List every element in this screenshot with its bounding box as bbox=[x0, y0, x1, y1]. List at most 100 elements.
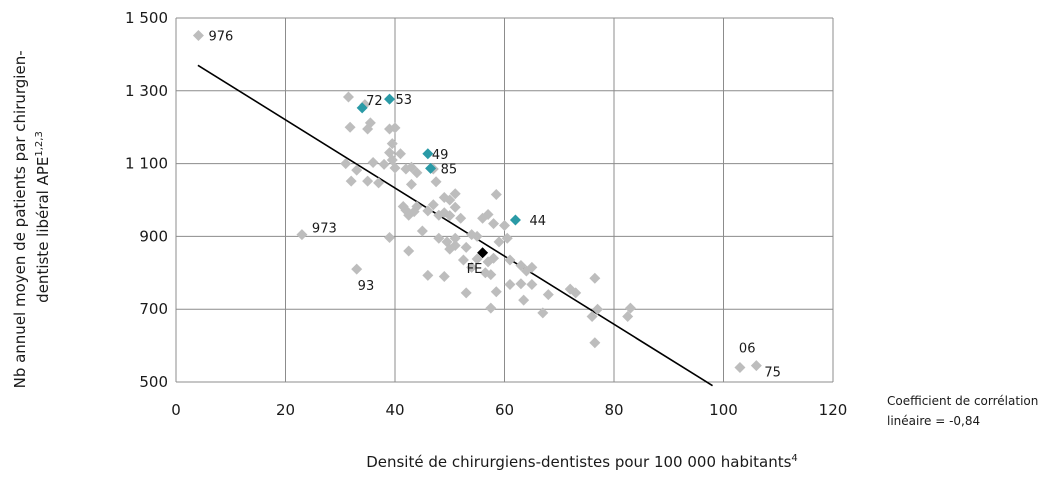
data-point-75 bbox=[750, 360, 762, 372]
data-point bbox=[570, 287, 582, 299]
data-point bbox=[488, 218, 500, 230]
data-point bbox=[518, 294, 530, 306]
data-point bbox=[589, 337, 601, 349]
data-point bbox=[444, 194, 456, 206]
data-point-72 bbox=[356, 102, 368, 114]
y-tick-label: 1 100 bbox=[125, 155, 168, 173]
data-point bbox=[449, 240, 461, 251]
correlation-note-line1: Coefficient de corrélation bbox=[887, 394, 1038, 408]
data-point bbox=[526, 261, 538, 273]
point-label-FE: FE bbox=[467, 262, 483, 277]
data-point bbox=[526, 278, 538, 290]
point-label-49: 49 bbox=[432, 148, 449, 163]
data-point bbox=[460, 287, 472, 299]
data-point bbox=[624, 302, 636, 314]
data-point bbox=[386, 138, 398, 150]
x-tick-label: 60 bbox=[495, 401, 514, 419]
data-point bbox=[592, 303, 604, 315]
y-axis-title-line2: dentiste libéral APE bbox=[34, 157, 52, 303]
correlation-note-line2: linéaire = -0,84 bbox=[887, 414, 980, 428]
data-point bbox=[364, 117, 376, 129]
data-point bbox=[482, 209, 494, 221]
data-point-973 bbox=[296, 229, 308, 241]
x-tick-label: 80 bbox=[604, 401, 623, 419]
point-label-973: 973 bbox=[312, 222, 337, 237]
data-point bbox=[542, 289, 554, 301]
data-point bbox=[394, 148, 406, 160]
data-point bbox=[340, 158, 352, 170]
data-point bbox=[344, 121, 356, 133]
data-point bbox=[384, 123, 396, 135]
y-axis-title-line1: Nb annuel moyen de patients par chirurgi… bbox=[11, 50, 29, 388]
data-point bbox=[466, 261, 478, 273]
data-point bbox=[438, 270, 450, 282]
data-point bbox=[471, 253, 483, 265]
data-point bbox=[342, 91, 354, 103]
trend-line bbox=[197, 64, 713, 387]
data-point-06 bbox=[734, 361, 746, 373]
data-point bbox=[471, 230, 483, 242]
x-tick-label: 100 bbox=[709, 401, 738, 419]
data-point bbox=[515, 278, 527, 290]
data-point-44 bbox=[509, 214, 521, 226]
y-tick-label: 500 bbox=[139, 373, 168, 391]
data-point bbox=[389, 122, 401, 134]
data-point bbox=[504, 254, 516, 266]
data-point bbox=[455, 212, 467, 224]
x-tick-label: 20 bbox=[276, 401, 295, 419]
point-label-75: 75 bbox=[764, 366, 781, 381]
data-point bbox=[416, 225, 428, 237]
x-axis-title-superscript: 4 bbox=[791, 453, 797, 464]
y-tick-label: 900 bbox=[139, 227, 168, 245]
point-label-85: 85 bbox=[441, 162, 458, 177]
point-label-06: 06 bbox=[739, 341, 756, 356]
data-point bbox=[422, 205, 434, 217]
point-label-44: 44 bbox=[529, 214, 546, 229]
x-tick-label: 0 bbox=[171, 401, 181, 419]
data-point bbox=[427, 199, 439, 211]
point-label-976: 976 bbox=[208, 29, 233, 44]
data-point bbox=[622, 310, 634, 322]
data-point bbox=[351, 164, 363, 176]
y-tick-labels: 500 700 900 1 100 1 300 1 500 bbox=[125, 9, 168, 391]
y-tick-label: 700 bbox=[139, 300, 168, 318]
data-point bbox=[373, 177, 385, 189]
y-axis-title: Nb annuel moyen de patients par chirurgi… bbox=[11, 46, 52, 389]
data-point bbox=[430, 176, 442, 188]
data-point bbox=[537, 307, 549, 319]
x-tick-label: 120 bbox=[819, 401, 848, 419]
data-point bbox=[389, 162, 401, 174]
data-point bbox=[433, 232, 445, 244]
data-point bbox=[367, 157, 379, 169]
data-point bbox=[504, 278, 516, 290]
y-tick-label: 1 500 bbox=[125, 9, 168, 27]
grid-lines bbox=[175, 17, 834, 383]
data-point bbox=[485, 269, 497, 281]
data-point bbox=[345, 175, 357, 187]
x-tick-label: 40 bbox=[385, 401, 404, 419]
data-point bbox=[378, 158, 390, 170]
data-point bbox=[449, 201, 461, 213]
data-point bbox=[589, 272, 601, 284]
data-point-85 bbox=[425, 162, 437, 174]
data-point bbox=[449, 232, 461, 244]
point-label-93: 93 bbox=[358, 279, 375, 294]
data-point-49 bbox=[422, 148, 434, 160]
data-point bbox=[411, 201, 423, 213]
data-point bbox=[444, 210, 456, 222]
data-point bbox=[485, 302, 497, 314]
data-point bbox=[362, 123, 374, 135]
y-tick-label: 1 300 bbox=[125, 82, 168, 100]
data-point-53 bbox=[384, 93, 396, 105]
data-point bbox=[422, 269, 434, 281]
data-point bbox=[403, 245, 415, 257]
data-point bbox=[457, 254, 469, 266]
data-point bbox=[384, 231, 396, 243]
data-point bbox=[460, 241, 472, 253]
x-tick-labels: 0 20 40 60 80 100 120 bbox=[171, 401, 847, 419]
y-axis-title-superscript: 1,2,3 bbox=[34, 131, 45, 156]
data-point bbox=[493, 236, 505, 248]
data-point bbox=[501, 232, 513, 244]
